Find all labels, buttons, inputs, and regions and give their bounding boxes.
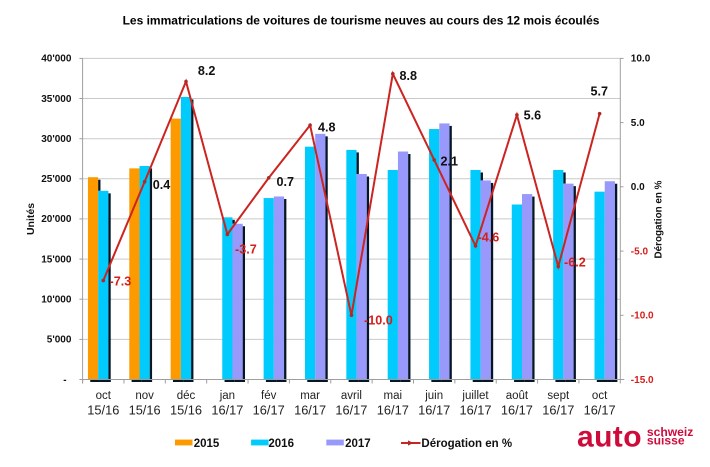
svg-text:oct: oct — [592, 390, 608, 402]
svg-text:mai: mai — [384, 390, 403, 402]
svg-text:juin: juin — [424, 390, 443, 402]
svg-text:-5.0: -5.0 — [631, 246, 649, 257]
svg-text:0.0: 0.0 — [631, 182, 645, 193]
svg-text:-10.0: -10.0 — [631, 311, 654, 322]
svg-text:Dérogation en %: Dérogation en % — [654, 180, 665, 258]
svg-text:avril: avril — [341, 390, 362, 402]
svg-text:16/17: 16/17 — [418, 403, 450, 418]
svg-text:35'000: 35'000 — [41, 94, 72, 105]
svg-text:8.8: 8.8 — [400, 69, 418, 83]
svg-text:10'000: 10'000 — [41, 295, 72, 306]
svg-text:15/16: 15/16 — [170, 403, 202, 418]
svg-text:20'000: 20'000 — [41, 214, 72, 225]
svg-text:16/17: 16/17 — [542, 403, 574, 418]
svg-text:août: août — [506, 390, 529, 402]
svg-text:-15.0: -15.0 — [631, 375, 654, 386]
svg-text:0.7: 0.7 — [277, 175, 295, 189]
svg-text:sept: sept — [547, 390, 570, 402]
svg-text:jan: jan — [219, 390, 235, 402]
svg-text:15/16: 15/16 — [129, 403, 161, 418]
svg-text:oct: oct — [96, 390, 112, 402]
svg-text:-10.0: -10.0 — [364, 314, 393, 328]
svg-text:-3.7: -3.7 — [235, 242, 257, 256]
svg-text:mar: mar — [300, 390, 320, 402]
svg-text:nov: nov — [135, 390, 154, 402]
svg-text:15/16: 15/16 — [87, 403, 119, 418]
svg-text:25'000: 25'000 — [41, 174, 72, 185]
svg-text:-4.6: -4.6 — [478, 231, 500, 245]
svg-text:2015: 2015 — [194, 438, 220, 450]
svg-text:16/17: 16/17 — [211, 403, 243, 418]
svg-text:auto: auto — [577, 421, 642, 454]
svg-text:2.1: 2.1 — [441, 155, 459, 169]
svg-text:déc: déc — [177, 390, 196, 402]
svg-text:16/17: 16/17 — [294, 403, 326, 418]
svg-text:16/17: 16/17 — [459, 403, 491, 418]
svg-text:0.4: 0.4 — [153, 178, 171, 192]
svg-text:30'000: 30'000 — [41, 134, 72, 145]
svg-text:40'000: 40'000 — [41, 54, 72, 65]
svg-text:Dérogation en %: Dérogation en % — [421, 438, 512, 450]
svg-text:-: - — [63, 375, 66, 386]
svg-text:juillet: juillet — [461, 390, 489, 402]
svg-text:15'000: 15'000 — [41, 254, 72, 265]
svg-text:-6.2: -6.2 — [564, 256, 586, 270]
svg-text:2016: 2016 — [268, 438, 294, 450]
svg-text:16/17: 16/17 — [501, 403, 533, 418]
svg-text:schweiz: schweiz — [647, 425, 693, 439]
svg-text:5.0: 5.0 — [631, 118, 645, 129]
svg-text:suisse: suisse — [647, 434, 685, 448]
svg-text:5.6: 5.6 — [524, 109, 542, 123]
svg-text:Les immatriculations de voitur: Les immatriculations de voitures de tour… — [123, 13, 600, 27]
svg-text:8.2: 8.2 — [198, 64, 216, 78]
svg-text:2017: 2017 — [345, 438, 371, 450]
svg-text:-7.3: -7.3 — [110, 275, 132, 289]
svg-text:4.8: 4.8 — [318, 120, 336, 134]
svg-text:16/17: 16/17 — [335, 403, 367, 418]
svg-text:16/17: 16/17 — [253, 403, 285, 418]
svg-text:Unités: Unités — [25, 203, 37, 235]
svg-text:5.7: 5.7 — [591, 84, 609, 98]
svg-text:fév: fév — [261, 390, 277, 402]
svg-text:16/17: 16/17 — [377, 403, 409, 418]
svg-text:5'000: 5'000 — [47, 335, 72, 346]
svg-text:16/17: 16/17 — [584, 403, 616, 418]
svg-text:10.0: 10.0 — [631, 54, 651, 65]
